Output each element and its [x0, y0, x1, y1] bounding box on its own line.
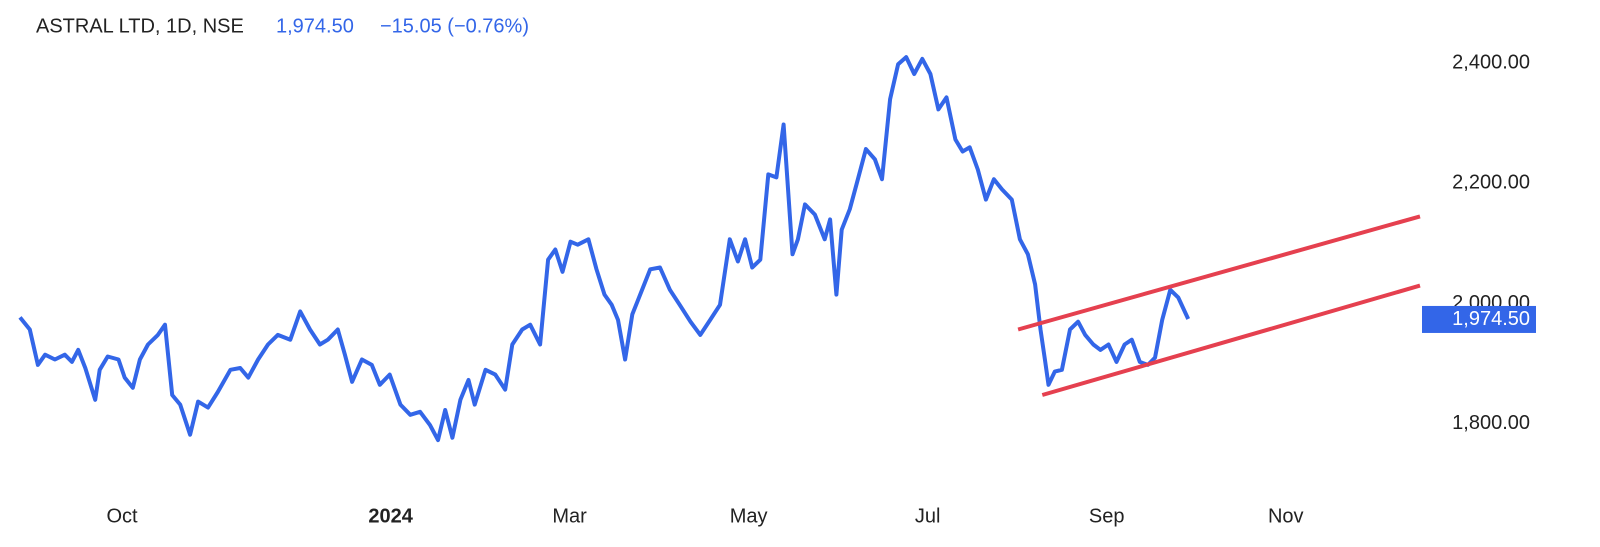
x-tick-label: Jul [915, 505, 941, 527]
trend-line [1017, 214, 1421, 332]
y-tick-label: 2,200.00 [1452, 172, 1530, 194]
x-tick-label: 2024 [368, 505, 413, 527]
y-tick-label: 2,400.00 [1452, 51, 1530, 73]
chart-title: ASTRAL LTD, 1D, NSE [36, 15, 244, 37]
last-value-label: 1,974.50 [1452, 308, 1530, 330]
x-tick-label: Nov [1268, 505, 1304, 527]
x-tick-label: Mar [552, 505, 587, 527]
x-tick-label: May [730, 505, 768, 527]
y-tick-label: 1,800.00 [1452, 412, 1530, 434]
trend-line [1041, 283, 1421, 397]
last-value-box [1422, 305, 1536, 333]
x-tick-label: Sep [1089, 505, 1125, 527]
x-tick-label: Oct [106, 505, 138, 527]
price: 1,974.50 [276, 15, 354, 37]
change: −15.05 (−0.76%) [380, 15, 529, 37]
price-line [18, 55, 1191, 443]
